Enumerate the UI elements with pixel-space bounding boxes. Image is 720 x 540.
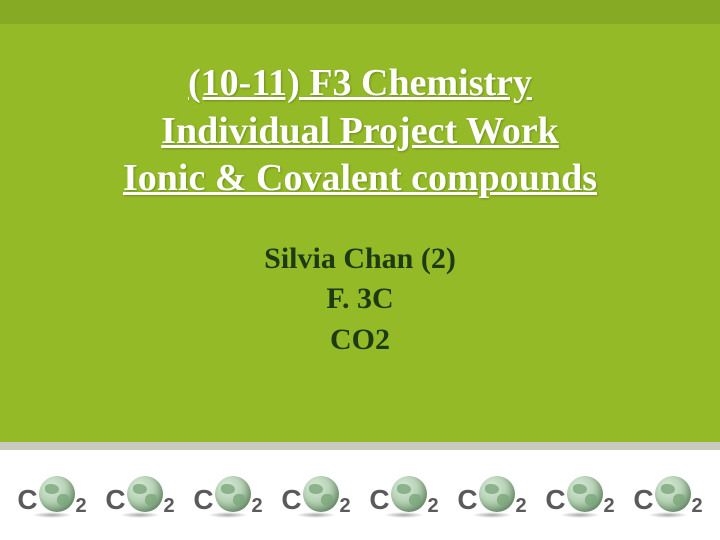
co2-letter-c: C [457,486,477,514]
footer-icons-row: C2C2C2C2C2C2C2C2 [0,450,720,540]
globe-icon [391,476,427,512]
dust-shadow [32,512,72,518]
title-line-3: Ionic & Covalent compounds [40,155,680,203]
co2-globe-icon: C2 [105,476,174,514]
footer-band: C2C2C2C2C2C2C2C2 [0,442,720,540]
globe-icon [479,476,515,512]
co2-globe-icon: C2 [369,476,438,514]
co2-subscript-2: 2 [76,496,87,516]
content-area: (10-11) F3 Chemistry Individual Project … [0,60,720,360]
globe-icon [127,476,163,512]
author-line: Silvia Chan (2) [40,239,680,280]
co2-globe-icon: C2 [457,476,526,514]
dust-shadow [472,512,512,518]
dust-shadow [296,512,336,518]
top-accent-band [0,0,720,24]
globe-icon [39,476,75,512]
co2-subscript-2: 2 [252,496,263,516]
globe-icon [303,476,339,512]
co2-subscript-2: 2 [164,496,175,516]
subtitle-block: Silvia Chan (2) F. 3C CO2 [40,239,680,361]
co2-letter-c: C [281,486,301,514]
globe-icon [655,476,691,512]
dust-shadow [384,512,424,518]
dust-shadow [560,512,600,518]
slide: (10-11) F3 Chemistry Individual Project … [0,0,720,540]
co2-letter-c: C [633,486,653,514]
dust-shadow [208,512,248,518]
co2-letter-c: C [193,486,213,514]
co2-subscript-2: 2 [692,496,703,516]
class-line: F. 3C [40,279,680,320]
co2-globe-icon: C2 [633,476,702,514]
co2-subscript-2: 2 [516,496,527,516]
globe-icon [215,476,251,512]
co2-globe-icon: C2 [193,476,262,514]
co2-globe-icon: C2 [281,476,350,514]
co2-globe-icon: C2 [17,476,86,514]
title-line-2: Individual Project Work [40,108,680,156]
globe-icon [567,476,603,512]
co2-letter-c: C [545,486,565,514]
co2-subscript-2: 2 [340,496,351,516]
co2-globe-icon: C2 [545,476,614,514]
title-line-1: (10-11) F3 Chemistry [40,60,680,108]
title-block: (10-11) F3 Chemistry Individual Project … [40,60,680,203]
co2-letter-c: C [105,486,125,514]
topic-line: CO2 [40,320,680,361]
dust-shadow [648,512,688,518]
co2-subscript-2: 2 [428,496,439,516]
co2-subscript-2: 2 [604,496,615,516]
co2-letter-c: C [17,486,37,514]
co2-letter-c: C [369,486,389,514]
dust-shadow [120,512,160,518]
